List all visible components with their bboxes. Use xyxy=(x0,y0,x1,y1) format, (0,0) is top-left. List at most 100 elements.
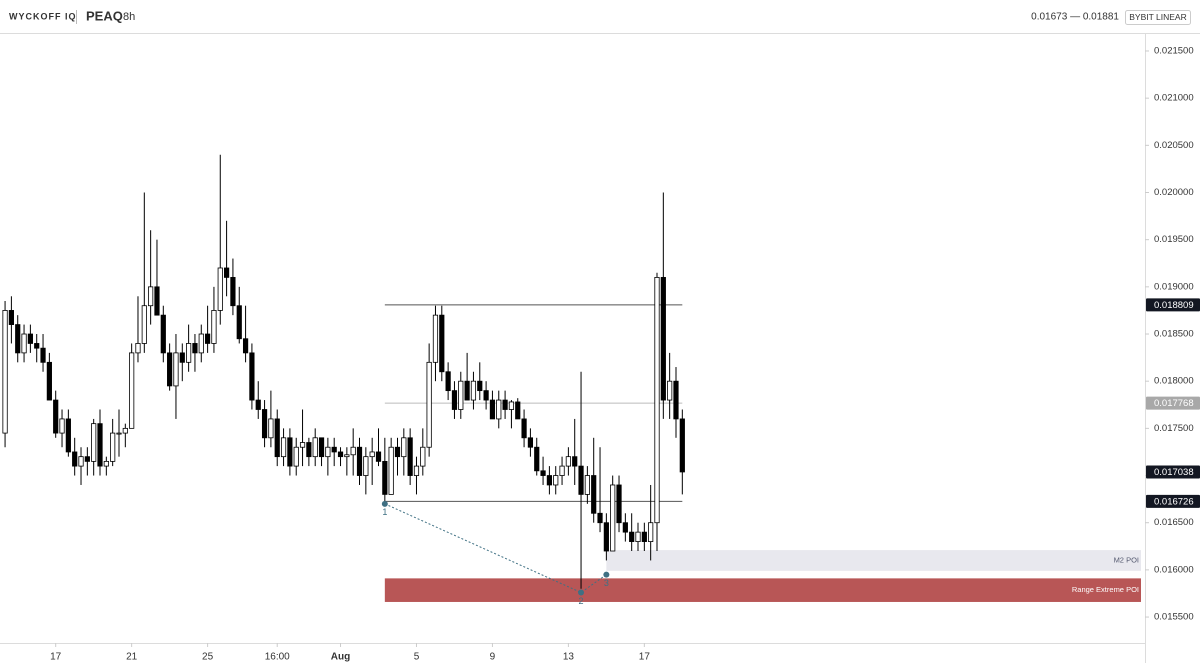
x-tick-label: 5 xyxy=(414,652,420,663)
candle-body xyxy=(648,522,654,542)
candle-body xyxy=(407,437,413,476)
x-tick-label: 16:00 xyxy=(265,652,290,663)
price-label: 0.016726 xyxy=(1154,496,1194,507)
candle-body xyxy=(179,352,185,363)
candle-body xyxy=(508,401,515,410)
pattern-point xyxy=(381,500,388,507)
candle-body xyxy=(559,465,565,476)
candle-body xyxy=(591,475,597,514)
y-tick-label: 0.020500 xyxy=(1154,140,1194,151)
candle-body xyxy=(91,423,97,462)
candle-body xyxy=(654,277,660,524)
candle-body xyxy=(154,286,160,316)
candle-body xyxy=(280,437,287,458)
candle-body xyxy=(242,338,249,354)
candle-body xyxy=(382,460,388,495)
candle-body xyxy=(350,446,356,456)
y-tick-label: 0.021500 xyxy=(1154,45,1194,56)
y-tick-label: 0.019500 xyxy=(1154,234,1194,245)
candle-body xyxy=(148,286,154,307)
candle-body xyxy=(660,277,666,401)
candle-body xyxy=(236,305,242,340)
candle-body xyxy=(103,460,109,467)
candle-body xyxy=(337,451,344,458)
pattern-point xyxy=(603,571,610,578)
zone xyxy=(384,578,1141,602)
candle-body xyxy=(141,305,147,344)
brand: WYCKOFF IQ xyxy=(9,11,77,21)
zone-label: Range Extreme POI xyxy=(1072,585,1139,594)
exchange: BYBIT LINEAR xyxy=(1129,12,1186,22)
pattern-point-label: 1 xyxy=(382,507,387,517)
candle-body xyxy=(464,380,470,401)
candle-body xyxy=(673,380,679,420)
candle-body xyxy=(375,451,382,462)
candle-body xyxy=(610,484,616,552)
candle-body xyxy=(394,446,401,458)
candle-body xyxy=(458,380,464,410)
y-tick-label: 0.018500 xyxy=(1154,329,1194,340)
candle-body xyxy=(34,343,40,349)
candle-body xyxy=(160,314,166,354)
candle-body xyxy=(413,465,420,476)
candle-body xyxy=(217,267,223,311)
pattern-point xyxy=(578,589,585,596)
candle-body xyxy=(21,333,27,354)
zone-label: M2 POI xyxy=(1114,555,1139,564)
candle-body xyxy=(470,380,477,401)
candle-body xyxy=(496,399,502,420)
candle-body xyxy=(667,380,673,401)
price-label-box xyxy=(1146,465,1200,479)
candle-body xyxy=(223,267,230,278)
candle-body xyxy=(432,314,439,363)
x-tick-label: 25 xyxy=(202,652,214,663)
price-label-box xyxy=(1146,396,1200,410)
pattern-point-label: 3 xyxy=(604,578,609,588)
interval: 8h xyxy=(123,11,135,23)
candle-body xyxy=(167,352,173,387)
price-label: 0.017038 xyxy=(1154,467,1194,478)
candle-body xyxy=(186,343,192,363)
candle-body xyxy=(635,531,641,542)
y-tick-label: 0.015500 xyxy=(1154,612,1194,623)
candle-body xyxy=(325,446,331,458)
candle-body xyxy=(546,475,552,486)
candle-body xyxy=(8,310,14,325)
candle-body xyxy=(483,390,489,401)
exchange-badge xyxy=(1125,10,1191,25)
candle-body xyxy=(439,314,445,373)
candle-body xyxy=(122,427,128,434)
candle-body xyxy=(53,399,59,434)
candle-body xyxy=(192,343,198,354)
x-tick-label: 9 xyxy=(490,652,496,663)
price-label-box xyxy=(1146,494,1200,508)
candle-body xyxy=(369,451,375,458)
candle-body xyxy=(331,446,337,453)
y-tick-label: 0.017500 xyxy=(1154,423,1194,434)
candle-body xyxy=(255,399,261,410)
zone xyxy=(606,550,1141,571)
candle-body xyxy=(65,418,71,453)
range-text: 0.01673 — 0.01881 xyxy=(1031,12,1119,23)
candle-body xyxy=(420,446,426,467)
candle-body xyxy=(97,423,103,467)
candle-body xyxy=(401,437,407,458)
y-tick-label: 0.018000 xyxy=(1154,376,1194,387)
candle-body xyxy=(27,333,33,344)
candle-body xyxy=(135,343,141,354)
candle-body xyxy=(572,456,578,467)
candle-body xyxy=(553,475,559,486)
candle-body xyxy=(679,418,685,473)
candle-body xyxy=(312,437,318,458)
candle-body xyxy=(293,446,299,467)
x-tick-label: 17 xyxy=(50,652,62,663)
candle-body xyxy=(78,456,84,467)
candle-body xyxy=(306,442,312,458)
candle-body xyxy=(72,451,78,467)
symbol: PEAQ xyxy=(86,8,123,23)
candle-body xyxy=(211,310,217,344)
candle-body xyxy=(597,512,603,524)
pattern-line xyxy=(384,503,607,594)
candle-body xyxy=(110,432,116,462)
candle-body xyxy=(622,522,628,533)
